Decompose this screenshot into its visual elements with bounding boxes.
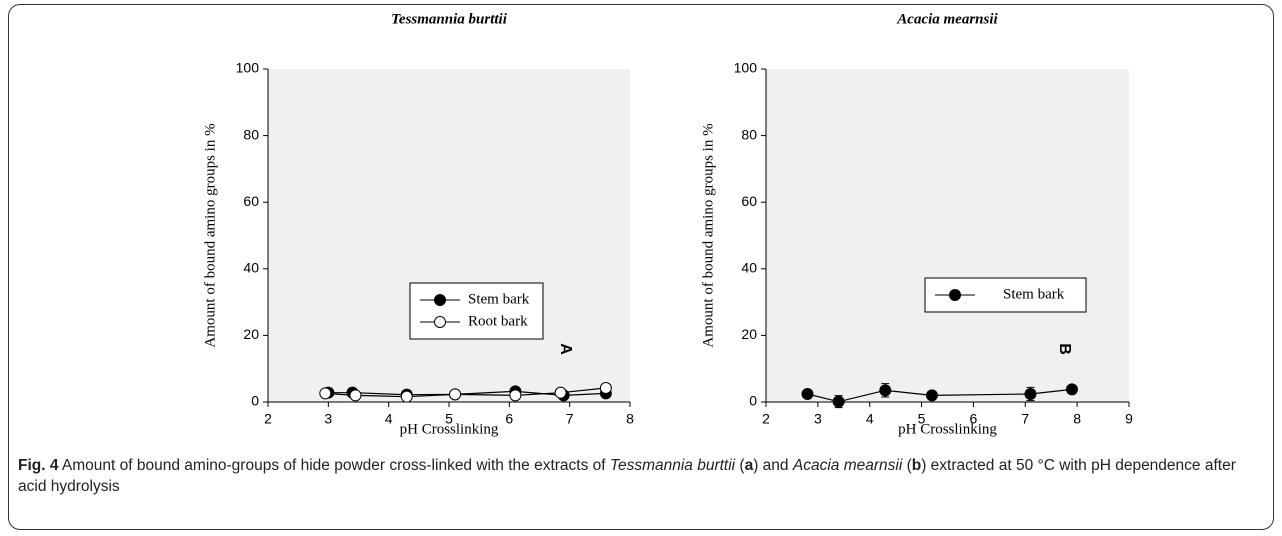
y-tick-label: 80 <box>741 126 757 142</box>
marker <box>509 389 522 402</box>
x-axis-label: pH Crosslinking <box>400 421 499 437</box>
y-tick-label: 0 <box>749 393 757 409</box>
y-axis-label: Amount of bound amino groups in % <box>700 123 716 347</box>
marker <box>400 390 413 403</box>
x-tick-label: 9 <box>1125 411 1133 427</box>
y-tick-label: 20 <box>741 326 757 342</box>
legend-box <box>409 282 544 340</box>
legend-label: Stem bark <box>1003 286 1065 302</box>
y-tick-label: 20 <box>243 326 259 342</box>
marker <box>599 382 612 395</box>
marker <box>319 387 332 400</box>
marker <box>1024 388 1037 401</box>
caption-text: ) and <box>753 457 793 474</box>
marker <box>925 389 938 402</box>
y-tick-label: 40 <box>243 260 259 276</box>
x-tick-label: 6 <box>970 411 978 427</box>
caption-text: b <box>911 457 922 474</box>
x-tick-label: 7 <box>1021 411 1029 427</box>
y-tick-label: 60 <box>741 193 757 209</box>
plot-area <box>766 69 1129 402</box>
legend-label: Root bark <box>468 313 528 329</box>
y-tick-label: 40 <box>741 260 757 276</box>
legend-marker <box>949 289 961 301</box>
marker <box>449 388 462 401</box>
caption-label: Fig. 4 <box>18 457 59 474</box>
y-tick-label: 100 <box>734 60 758 76</box>
chart-title: Acacia mearnsii <box>896 11 998 27</box>
x-tick-label: 8 <box>1073 411 1081 427</box>
marker <box>1065 383 1078 396</box>
caption-text: ) extracted at 50 °C with pH dependence … <box>18 457 1236 495</box>
marker <box>832 395 845 408</box>
caption-text: Tessmannia burttii <box>609 457 736 474</box>
x-tick-label: 2 <box>264 411 272 427</box>
y-axis-label: Amount of bound amino groups in % <box>202 123 218 347</box>
chart-title: Tessmannia burttii <box>391 11 508 27</box>
plot-area <box>268 69 630 402</box>
legend-marker <box>434 316 446 328</box>
x-tick-label: 4 <box>866 411 874 427</box>
caption-text: a <box>744 457 754 474</box>
x-tick-label: 3 <box>324 411 332 427</box>
caption-text: Amount of bound amino-groups of hide pow… <box>58 457 610 474</box>
marker <box>554 386 567 399</box>
x-tick-label: 5 <box>445 411 453 427</box>
x-tick-label: 8 <box>626 411 634 427</box>
charts: Tessmannia burttii pH Crosslinking Amount … <box>202 11 1133 437</box>
y-tick-label: 0 <box>251 393 259 409</box>
x-tick-label: 3 <box>814 411 822 427</box>
x-tick-label: 4 <box>385 411 393 427</box>
y-tick-label: 100 <box>236 60 260 76</box>
legend-marker <box>434 294 446 306</box>
figure-frame <box>8 4 1274 530</box>
x-tick-label: 6 <box>505 411 513 427</box>
caption: Fig. 4 Amount of bound amino-groups of h… <box>18 455 1253 497</box>
x-axis-label: pH Crosslinking <box>898 421 997 437</box>
caption-text: ( <box>902 457 912 474</box>
annotation: A <box>557 343 574 355</box>
marker <box>349 389 362 402</box>
caption-text: ( <box>735 457 745 474</box>
legend-label: Stem bark <box>468 291 530 307</box>
annotation: B <box>1056 343 1073 355</box>
y-tick-label: 80 <box>243 126 259 142</box>
y-tick-label: 60 <box>243 193 259 209</box>
marker <box>879 384 892 397</box>
x-tick-label: 7 <box>566 411 574 427</box>
x-tick-label: 5 <box>918 411 926 427</box>
x-tick-label: 2 <box>762 411 770 427</box>
caption-text: Acacia mearnsii <box>792 457 903 474</box>
marker <box>801 388 814 401</box>
